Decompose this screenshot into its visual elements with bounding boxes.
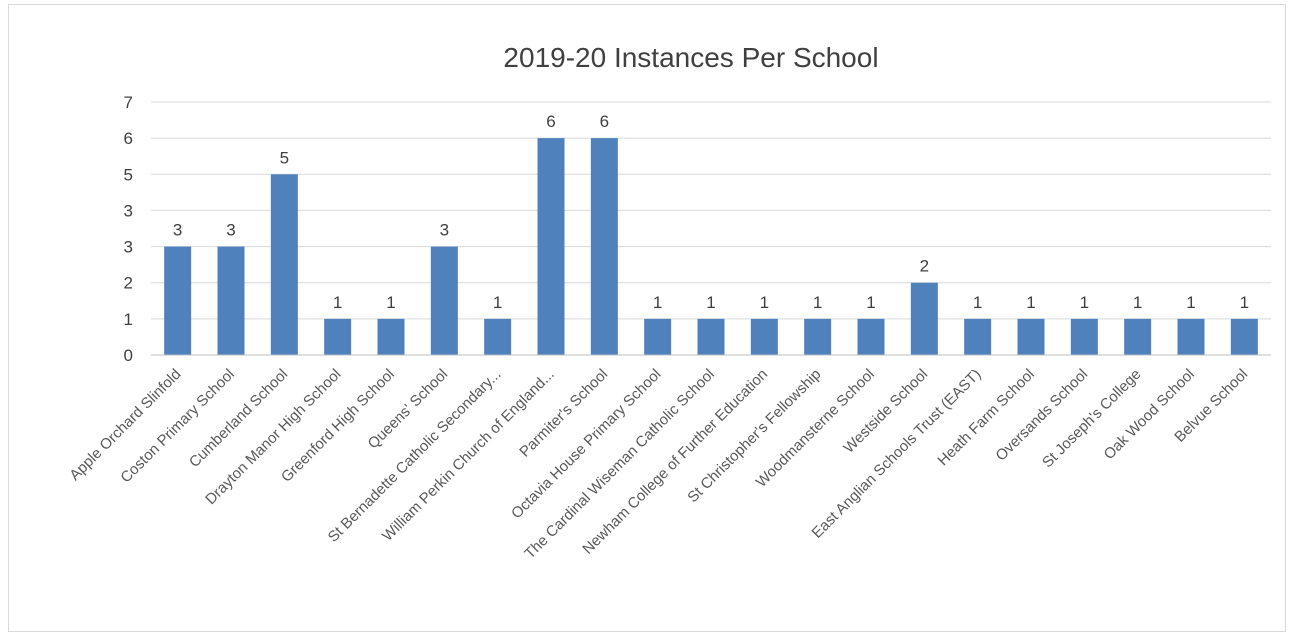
bar — [750, 318, 778, 355]
bar — [857, 318, 885, 355]
chart-title: 2019-20 Instances Per School — [503, 42, 878, 73]
data-label: 1 — [653, 293, 662, 312]
data-label: 1 — [1026, 293, 1035, 312]
bar — [270, 174, 298, 355]
bar — [430, 246, 458, 355]
bars — [164, 138, 1258, 355]
bar — [537, 138, 565, 355]
y-tick-label: 6 — [124, 129, 133, 148]
data-label: 1 — [1186, 293, 1195, 312]
y-tick-label: 1 — [124, 310, 133, 329]
bar — [324, 318, 352, 355]
x-tick-label: Cumberland School — [186, 366, 291, 471]
bar — [804, 318, 832, 355]
data-label: 1 — [973, 293, 982, 312]
data-label: 1 — [1080, 293, 1089, 312]
data-label: 1 — [706, 293, 715, 312]
data-label: 1 — [493, 293, 502, 312]
data-label: 1 — [813, 293, 822, 312]
bar — [964, 318, 992, 355]
y-tick-label: 3 — [124, 238, 133, 257]
data-label: 2 — [920, 257, 929, 276]
bar — [1070, 318, 1098, 355]
y-axis-ticks: 0 1 2 3 3 5 6 7 — [124, 93, 133, 365]
bar — [484, 318, 512, 355]
data-label: 1 — [333, 293, 342, 312]
y-tick-label: 0 — [124, 346, 133, 365]
bar — [697, 318, 725, 355]
y-tick-label: 2 — [124, 274, 133, 293]
data-label: 1 — [1133, 293, 1142, 312]
data-label: 3 — [173, 221, 182, 240]
bar — [590, 138, 618, 355]
data-label: 1 — [1240, 293, 1249, 312]
data-label: 6 — [600, 112, 609, 131]
x-tick-label: St Joseph's College — [1039, 366, 1144, 471]
y-tick-label: 7 — [124, 93, 133, 112]
x-tick-label: Oversands School — [992, 366, 1091, 465]
data-labels: 3 3 5 1 1 3 1 6 6 1 1 1 1 1 2 1 1 1 1 1 1 — [173, 112, 1249, 312]
data-label: 5 — [280, 148, 289, 167]
bar — [644, 318, 672, 355]
bar — [217, 246, 245, 355]
bar — [377, 318, 405, 355]
bar — [1177, 318, 1205, 355]
bar — [1017, 318, 1045, 355]
bar — [1230, 318, 1258, 355]
y-tick-label: 3 — [124, 201, 133, 220]
x-tick-label: Heath Farm School — [934, 366, 1037, 469]
x-tick-label: Oak Wood School — [1101, 366, 1198, 463]
data-label: 6 — [546, 112, 555, 131]
data-label: 3 — [440, 221, 449, 240]
bar — [910, 282, 938, 355]
data-label: 1 — [760, 293, 769, 312]
x-tick-label: Newham College of Further Education — [579, 366, 771, 558]
bar — [1124, 318, 1152, 355]
y-tick-label: 5 — [124, 165, 133, 184]
gridlines — [151, 101, 1271, 320]
data-label: 1 — [386, 293, 395, 312]
data-label: 3 — [226, 221, 235, 240]
bar — [164, 246, 192, 355]
x-tick-label: The Cardinal Wiseman Catholic School — [521, 366, 718, 563]
data-label: 1 — [866, 293, 875, 312]
